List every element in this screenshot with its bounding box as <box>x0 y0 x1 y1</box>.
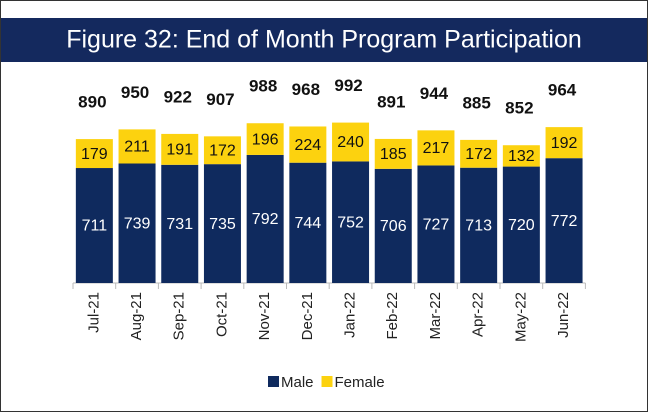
total-label: 964 <box>548 81 577 100</box>
x-tick-label: Nov-21 <box>256 292 273 340</box>
bar-segment <box>332 122 370 162</box>
x-tick-label: Jul-21 <box>85 292 102 333</box>
bar-segment <box>460 167 498 283</box>
bar-segment <box>417 165 455 283</box>
x-tick-label: Apr-22 <box>470 292 487 337</box>
x-tick-label: Feb-22 <box>384 292 401 340</box>
value-label: 217 <box>423 140 450 157</box>
bar-segment <box>545 127 583 159</box>
value-label: 211 <box>124 139 150 156</box>
bar-segment <box>289 126 327 163</box>
bar-segment <box>118 129 156 164</box>
bar-segment <box>161 133 199 165</box>
total-label: 852 <box>505 99 533 118</box>
x-tick-label: Dec-21 <box>299 292 316 340</box>
value-label: 191 <box>166 142 193 159</box>
value-label: 192 <box>551 135 578 152</box>
x-tick-label: Mar-22 <box>427 292 444 340</box>
value-label: 706 <box>380 218 407 235</box>
bar-segment <box>289 162 327 283</box>
total-label: 885 <box>462 93 490 112</box>
total-label: 922 <box>164 87 192 106</box>
bar-segment <box>545 158 583 283</box>
legend-label: Female <box>335 374 385 391</box>
value-label: 179 <box>81 146 108 163</box>
value-label: 713 <box>465 218 492 235</box>
legend-swatch <box>321 376 333 387</box>
value-label: 727 <box>423 216 450 233</box>
value-label: 172 <box>209 142 236 159</box>
bar-segment <box>502 145 540 167</box>
x-tick-label: Jun-22 <box>555 292 572 338</box>
bar-segment <box>75 168 113 283</box>
chart-title: Figure 32: End of Month Program Particip… <box>66 26 582 54</box>
bar-segment <box>118 163 156 283</box>
bar-segment <box>203 164 241 283</box>
value-label: 720 <box>508 217 535 234</box>
x-tick-label: May-22 <box>512 292 529 342</box>
value-label: 711 <box>82 218 108 235</box>
bar-segment <box>246 154 284 283</box>
x-tick-label: Sep-21 <box>171 292 188 340</box>
bar-segment <box>332 161 370 283</box>
value-label: 772 <box>551 213 578 230</box>
value-label: 739 <box>124 215 151 232</box>
total-label: 950 <box>121 83 149 102</box>
total-label: 968 <box>292 80 320 99</box>
x-tick-label: Aug-21 <box>128 292 145 340</box>
x-tick-label: Jan-22 <box>342 292 359 338</box>
total-label: 992 <box>334 76 362 95</box>
bar-segment <box>75 139 113 169</box>
bar-segment <box>161 164 199 283</box>
value-label: 172 <box>465 146 492 163</box>
value-label: 196 <box>252 131 279 148</box>
total-label: 890 <box>78 93 106 112</box>
bar-segment <box>460 139 498 168</box>
legend-label: Male <box>281 374 314 391</box>
total-label: 891 <box>377 92 405 111</box>
bar-segment <box>246 123 284 155</box>
title-band <box>1 18 647 62</box>
total-label: 988 <box>249 77 277 96</box>
bar-segment <box>374 138 412 169</box>
bar-segment <box>203 136 241 165</box>
x-tick-label: Oct-21 <box>213 292 230 337</box>
value-label: 792 <box>252 211 279 228</box>
value-label: 731 <box>166 216 193 233</box>
value-label: 132 <box>508 148 535 165</box>
value-label: 224 <box>294 137 321 154</box>
value-label: 240 <box>337 134 364 151</box>
value-label: 735 <box>209 216 236 233</box>
bar-segment <box>502 166 540 283</box>
total-label: 944 <box>420 84 449 103</box>
value-label: 744 <box>294 215 321 232</box>
bar-segment <box>417 130 455 166</box>
value-label: 185 <box>380 146 407 163</box>
value-label: 752 <box>337 214 364 231</box>
legend-swatch <box>268 376 279 387</box>
total-label: 907 <box>206 90 234 109</box>
bar-segment <box>374 168 412 283</box>
